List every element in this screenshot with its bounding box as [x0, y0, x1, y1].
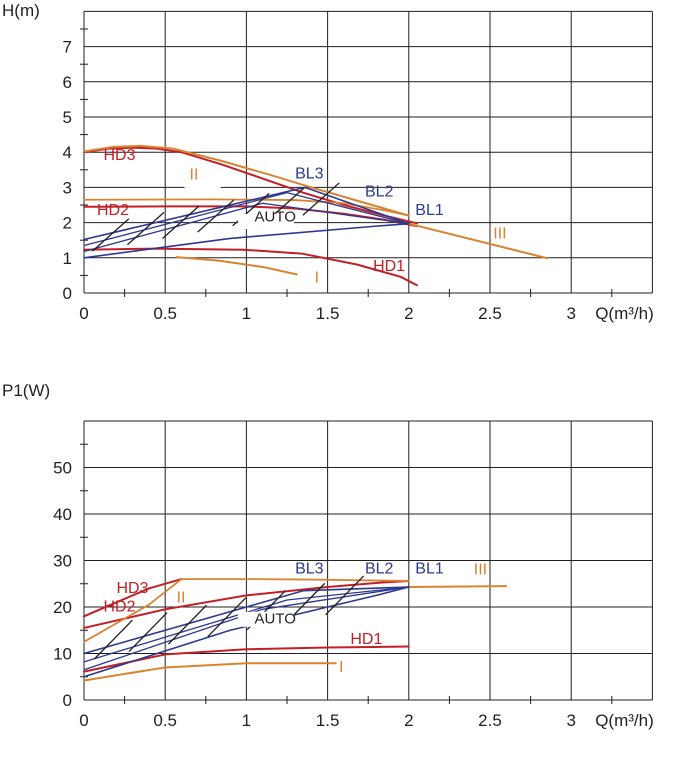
svg-text:3: 3: [63, 178, 72, 197]
svg-text:1: 1: [242, 304, 251, 323]
svg-text:AUTO: AUTO: [255, 610, 296, 627]
svg-text:4: 4: [63, 143, 72, 162]
svg-text:2.5: 2.5: [478, 304, 502, 323]
svg-text:40: 40: [53, 505, 72, 524]
svg-text:0: 0: [79, 711, 88, 730]
svg-text:5: 5: [63, 108, 72, 127]
svg-text:H(m): H(m): [2, 1, 40, 20]
svg-text:I: I: [339, 659, 343, 676]
svg-text:1: 1: [63, 249, 72, 268]
svg-text:1.5: 1.5: [316, 304, 340, 323]
svg-text:AUTO: AUTO: [255, 209, 296, 226]
svg-text:6: 6: [63, 73, 72, 92]
svg-text:HD3: HD3: [116, 580, 148, 597]
svg-text:HD1: HD1: [350, 631, 382, 648]
svg-text:BL2: BL2: [365, 184, 394, 201]
svg-text:7: 7: [63, 38, 72, 57]
svg-text:III: III: [474, 561, 487, 578]
svg-text:Q(m³/h): Q(m³/h): [595, 711, 654, 730]
svg-text:0: 0: [79, 304, 88, 323]
svg-text:BL3: BL3: [295, 561, 324, 578]
svg-text:1.5: 1.5: [316, 711, 340, 730]
svg-text:I: I: [315, 269, 319, 286]
svg-text:BL2: BL2: [365, 561, 394, 578]
svg-text:0: 0: [63, 284, 72, 303]
svg-text:Q(m³/h): Q(m³/h): [595, 304, 654, 323]
svg-text:2.5: 2.5: [478, 711, 502, 730]
svg-text:HD3: HD3: [103, 147, 135, 164]
svg-text:HD2: HD2: [97, 202, 129, 219]
svg-text:II: II: [190, 167, 199, 184]
svg-text:10: 10: [53, 645, 72, 664]
svg-text:2: 2: [404, 711, 413, 730]
svg-text:HD1: HD1: [373, 258, 405, 275]
svg-text:1: 1: [242, 711, 251, 730]
svg-text:50: 50: [53, 459, 72, 478]
svg-text:0.5: 0.5: [153, 711, 177, 730]
svg-text:0.5: 0.5: [153, 304, 177, 323]
svg-text:2: 2: [63, 214, 72, 233]
svg-text:20: 20: [53, 598, 72, 617]
svg-text:BL1: BL1: [415, 202, 444, 219]
svg-text:0: 0: [63, 691, 72, 710]
svg-text:II: II: [177, 589, 186, 606]
svg-text:BL3: BL3: [295, 166, 324, 183]
svg-text:III: III: [493, 225, 506, 242]
svg-text:30: 30: [53, 552, 72, 571]
svg-text:P1(W): P1(W): [2, 381, 50, 400]
svg-text:2: 2: [404, 304, 413, 323]
svg-text:3: 3: [566, 304, 575, 323]
svg-text:HD2: HD2: [103, 599, 135, 616]
svg-text:BL1: BL1: [415, 561, 444, 578]
svg-text:3: 3: [566, 711, 575, 730]
